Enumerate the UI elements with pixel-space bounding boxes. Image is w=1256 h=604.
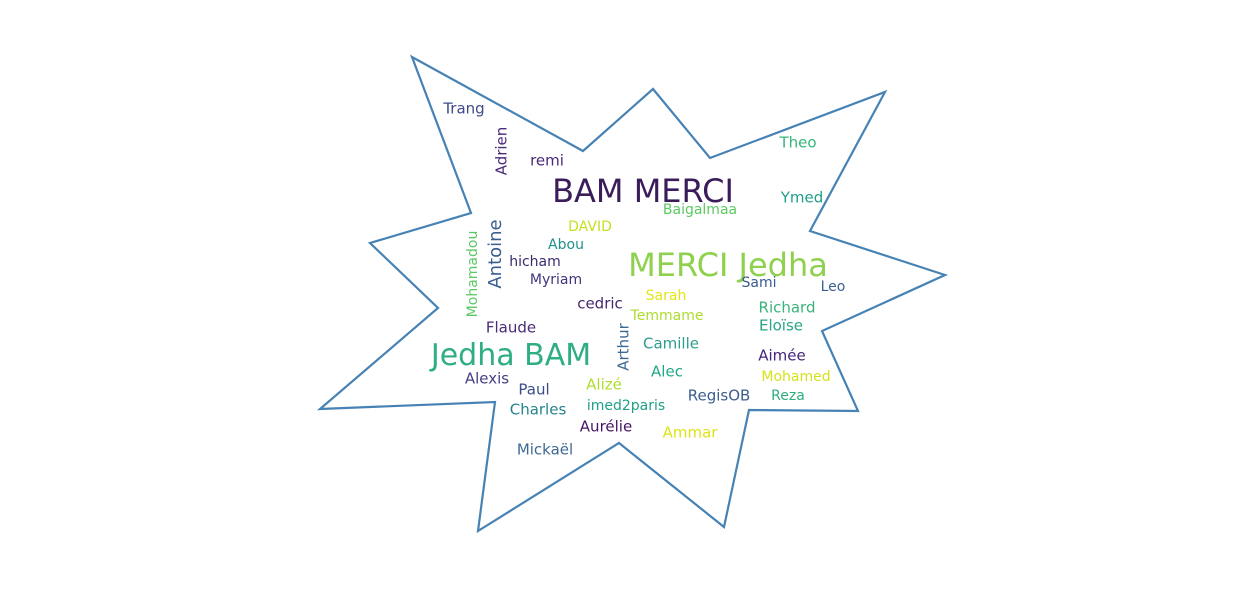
word-item: Charles (509, 400, 567, 419)
word-item: Sami (741, 275, 777, 291)
word-item: Paul (518, 380, 550, 399)
word-item: Ammar (662, 423, 718, 442)
word-item: imed2paris (586, 398, 666, 414)
word-item: Adrien (492, 126, 511, 176)
word-item: Mickaël (516, 440, 574, 459)
word-item: Arthur (614, 323, 633, 371)
word-item: Myriam (529, 272, 583, 288)
starburst-outline (316, 54, 949, 534)
word-item: Jedha BAM (430, 338, 592, 373)
word-item: Mohamed (761, 369, 831, 385)
word-item: RegisOB (687, 386, 751, 405)
word-item: DAVID (568, 219, 612, 235)
word-item: Antoine (485, 219, 506, 289)
word-item: Sarah (645, 288, 687, 304)
word-item: Eloïse (758, 316, 804, 335)
word-item: Alexis (464, 369, 510, 388)
word-item: Alec (651, 362, 683, 381)
word-item: Mohamadou (465, 230, 481, 318)
word-item: Trang (443, 99, 485, 118)
word-item: Temmame (630, 308, 704, 324)
word-item: Baigalmaa (662, 202, 738, 218)
word-item: Richard (758, 298, 816, 317)
word-item: Camille (642, 334, 700, 353)
word-item: BAM MERCI (552, 172, 734, 210)
word-item: cedric (577, 294, 623, 313)
word-item: Ymed (780, 188, 824, 207)
word-item: hicham (509, 254, 561, 270)
word-item: Theo (779, 133, 817, 152)
word-item: Reza (771, 388, 805, 404)
word-item: Alizé (586, 375, 622, 394)
word-item: Aurélie (579, 417, 633, 436)
word-item: Abou (548, 237, 584, 253)
word-item: Aimée (758, 346, 806, 365)
word-item: remi (530, 151, 564, 170)
word-item: MERCI Jedha (628, 246, 828, 284)
word-item: Leo (820, 279, 846, 295)
word-item: Flaude (485, 318, 537, 337)
